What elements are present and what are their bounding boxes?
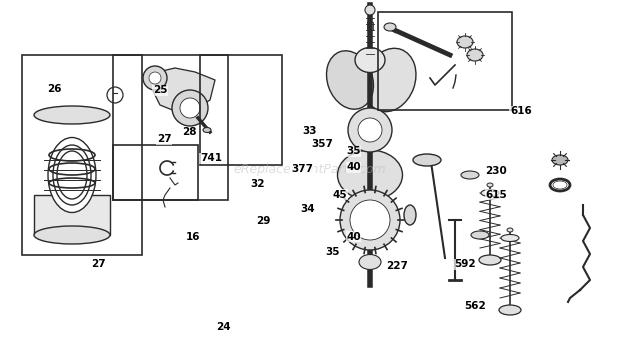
Ellipse shape	[355, 47, 385, 72]
Ellipse shape	[413, 154, 441, 166]
Text: eReplacementParts.com: eReplacementParts.com	[234, 164, 386, 176]
Text: 26: 26	[47, 84, 62, 94]
Bar	[113, 145, 198, 200]
Ellipse shape	[471, 231, 489, 239]
Ellipse shape	[327, 51, 373, 109]
Ellipse shape	[479, 255, 501, 265]
Circle shape	[358, 118, 382, 142]
Text: 27: 27	[91, 260, 105, 269]
Circle shape	[348, 108, 392, 152]
Text: 592: 592	[454, 260, 476, 269]
Ellipse shape	[404, 205, 416, 225]
Circle shape	[180, 98, 200, 118]
Bar	[378, 12, 512, 110]
Text: 40: 40	[346, 232, 361, 242]
Ellipse shape	[359, 254, 381, 269]
Ellipse shape	[34, 106, 110, 124]
Ellipse shape	[499, 305, 521, 315]
Ellipse shape	[461, 171, 479, 179]
Text: 45: 45	[332, 190, 347, 200]
Text: 35: 35	[325, 247, 340, 257]
Circle shape	[143, 66, 167, 90]
Text: 377: 377	[291, 164, 314, 174]
Text: 16: 16	[186, 232, 201, 242]
Ellipse shape	[337, 150, 402, 200]
Ellipse shape	[57, 151, 87, 199]
Ellipse shape	[384, 23, 396, 31]
Bar	[34, 195, 110, 235]
Ellipse shape	[467, 49, 483, 61]
Ellipse shape	[364, 48, 416, 112]
Ellipse shape	[48, 137, 96, 213]
Ellipse shape	[34, 226, 110, 244]
Text: 562: 562	[464, 301, 486, 311]
Text: 28: 28	[182, 127, 197, 137]
Circle shape	[149, 72, 161, 84]
Ellipse shape	[457, 36, 473, 48]
Text: 29: 29	[256, 216, 271, 226]
Circle shape	[350, 200, 390, 240]
Ellipse shape	[481, 190, 499, 197]
Text: 616: 616	[510, 106, 532, 116]
Circle shape	[340, 190, 400, 250]
Circle shape	[172, 90, 208, 126]
Text: 27: 27	[157, 134, 172, 144]
Bar	[22, 55, 142, 255]
Text: 24: 24	[216, 322, 231, 332]
Text: 357: 357	[311, 140, 334, 149]
Ellipse shape	[203, 127, 211, 133]
Text: 25: 25	[153, 86, 167, 95]
Text: 35: 35	[346, 147, 361, 156]
Text: 615: 615	[485, 190, 507, 200]
Text: 33: 33	[303, 126, 317, 135]
Polygon shape	[145, 68, 215, 115]
Ellipse shape	[487, 183, 493, 187]
Text: 230: 230	[485, 166, 507, 175]
Circle shape	[365, 5, 375, 15]
Text: 40: 40	[346, 162, 361, 172]
Ellipse shape	[507, 228, 513, 232]
Ellipse shape	[53, 145, 91, 205]
Text: 32: 32	[250, 180, 265, 189]
Ellipse shape	[553, 181, 567, 189]
Bar	[113, 55, 228, 200]
Ellipse shape	[552, 155, 568, 165]
Text: 741: 741	[200, 153, 222, 163]
Bar	[200, 55, 282, 165]
Text: 34: 34	[300, 204, 315, 214]
Text: 227: 227	[386, 261, 408, 271]
Ellipse shape	[501, 235, 519, 242]
